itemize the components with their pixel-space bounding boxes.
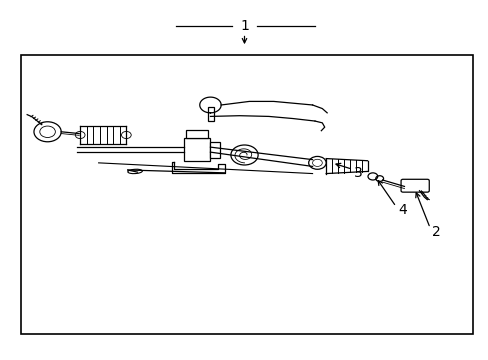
FancyBboxPatch shape: [207, 107, 213, 121]
Text: 3: 3: [354, 166, 363, 180]
Text: 4: 4: [397, 203, 406, 217]
FancyBboxPatch shape: [210, 142, 220, 158]
FancyBboxPatch shape: [183, 138, 210, 161]
FancyBboxPatch shape: [186, 130, 207, 138]
Text: 2: 2: [431, 225, 440, 239]
FancyBboxPatch shape: [400, 179, 428, 192]
Bar: [21, 55, 472, 334]
Text: 1: 1: [240, 19, 248, 33]
